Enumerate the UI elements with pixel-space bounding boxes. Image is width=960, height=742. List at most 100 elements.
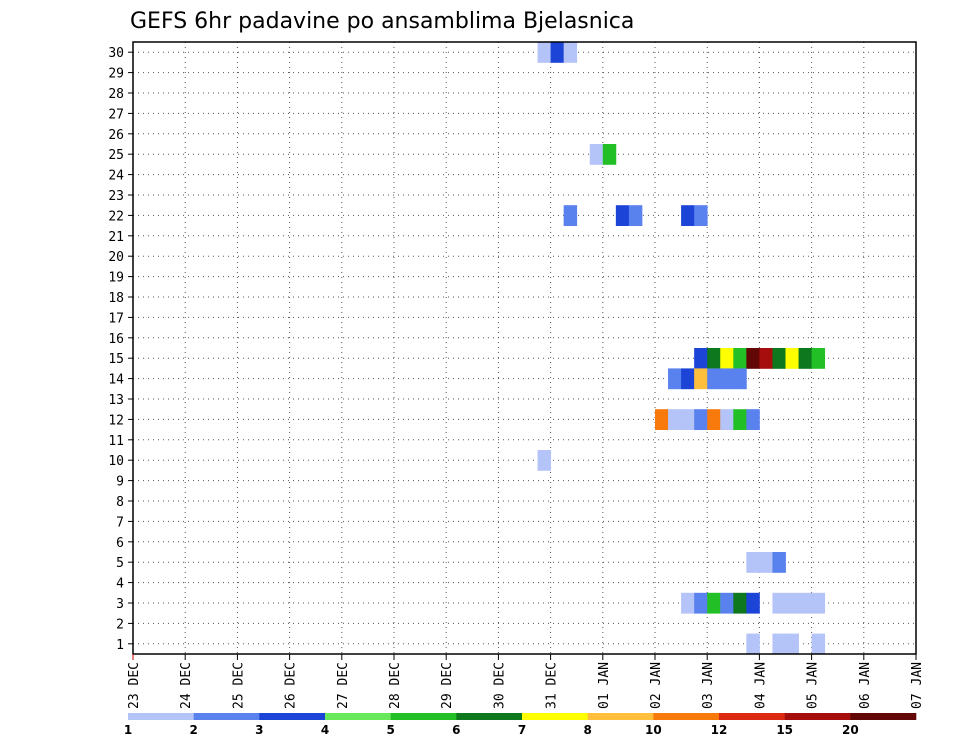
colorbar-swatch <box>850 713 917 720</box>
y-tick-label: 18 <box>108 291 124 306</box>
heatmap-cell <box>537 42 551 63</box>
colorbar-swatch <box>390 713 457 720</box>
heatmap-cell <box>746 348 760 369</box>
heatmap-cell <box>707 368 721 390</box>
y-tick-label: 22 <box>108 209 124 224</box>
y-tick-label: 24 <box>108 169 124 184</box>
y-tick-label: 29 <box>108 67 124 82</box>
heatmap-cell <box>694 368 708 390</box>
heatmap-cell <box>759 552 773 573</box>
heatmap-cell <box>681 368 695 390</box>
heatmap-cell <box>772 633 786 655</box>
x-tick-label: 27 DEC <box>336 662 351 709</box>
heatmap-cell <box>668 368 682 390</box>
heatmap-cell <box>746 592 760 614</box>
colorbar-swatch <box>653 713 720 720</box>
y-tick-label: 26 <box>108 128 124 143</box>
heatmap-cell <box>628 205 643 226</box>
heatmap-cell <box>720 409 734 430</box>
y-tick-label: 30 <box>108 46 124 61</box>
colorbar-swatch <box>259 713 326 720</box>
colorbar-swatch <box>522 713 588 720</box>
colorbar-swatch <box>784 713 851 720</box>
x-tick-label: 30 DEC <box>492 662 507 709</box>
heatmap-cell <box>772 348 786 369</box>
heatmap-cell <box>785 348 799 369</box>
y-tick-label: 9 <box>116 475 124 490</box>
x-tick-label: 24 DEC <box>179 662 194 709</box>
heatmap-cell <box>537 450 551 471</box>
heatmap-cell <box>772 552 786 573</box>
heatmap-cell <box>733 409 747 430</box>
chart-title: GEFS 6hr padavine po ansamblima Bjelasni… <box>130 9 634 34</box>
heatmap-cell <box>720 368 734 390</box>
heatmap-cell <box>707 409 721 430</box>
x-tick-label: 01 JAN <box>597 662 612 709</box>
heatmap-cell <box>772 592 786 614</box>
x-tick-label: 02 JAN <box>649 662 664 709</box>
colorbar-label: 8 <box>583 723 591 737</box>
y-tick-label: 23 <box>108 189 124 204</box>
y-tick-label: 3 <box>116 597 124 612</box>
y-tick-label: 2 <box>116 617 124 632</box>
colorbar-label: 10 <box>645 723 662 737</box>
heatmap-cell <box>563 205 578 226</box>
y-tick-label: 1 <box>116 638 124 653</box>
heatmap-cell <box>785 592 799 614</box>
colorbar-swatch <box>719 713 785 720</box>
heatmap-cell <box>589 144 604 165</box>
heatmap-cell <box>681 592 695 614</box>
x-tick-label: 03 JAN <box>701 662 716 709</box>
y-tick-label: 27 <box>108 107 124 122</box>
heatmap-cell <box>707 592 721 614</box>
x-tick-label: 26 DEC <box>284 662 299 709</box>
y-tick-label: 8 <box>116 495 124 510</box>
colorbar-swatch <box>325 713 391 720</box>
colorbar-swatch <box>193 713 260 720</box>
colorbar-swatch <box>587 713 654 720</box>
heatmap-cell <box>694 205 708 226</box>
heatmap-cell <box>668 409 682 430</box>
y-tick-label: 16 <box>108 332 124 347</box>
x-tick-label: 25 DEC <box>231 662 246 709</box>
heatmap-cell <box>694 409 708 430</box>
x-tick-label: 23 DEC <box>127 662 142 709</box>
heatmap-cell <box>733 592 747 614</box>
heatmap-cell <box>785 633 799 655</box>
colorbar-label: 15 <box>776 723 793 737</box>
y-tick-label: 7 <box>116 515 124 530</box>
colorbar-swatch <box>456 713 523 720</box>
x-tick-label: 29 DEC <box>440 662 455 709</box>
colorbar-label: 20 <box>842 723 859 737</box>
y-axis: 1234567891011121314151617181920212223242… <box>108 46 133 653</box>
heatmap-cell <box>811 348 826 369</box>
x-tick-label: 31 DEC <box>545 662 560 709</box>
heatmap-cell <box>746 552 760 573</box>
y-tick-label: 21 <box>108 230 124 245</box>
heatmap-cell <box>746 409 760 430</box>
x-tick-label: 06 JAN <box>858 662 873 709</box>
x-tick-label: 04 JAN <box>753 662 768 709</box>
heatmap-cell <box>602 144 617 165</box>
colorbar-label: 6 <box>452 723 460 737</box>
colorbar-label: 1 <box>124 723 132 737</box>
y-tick-label: 13 <box>108 393 124 408</box>
heatmap-cell <box>733 348 747 369</box>
heatmap-cell <box>655 409 669 430</box>
heatmap-cell <box>746 633 760 655</box>
heatmap-cell <box>694 592 708 614</box>
heatmap-cell <box>811 592 826 614</box>
heatmap-cell <box>811 633 826 655</box>
grid-lines <box>133 42 916 654</box>
y-tick-label: 6 <box>116 536 124 551</box>
heatmap-cell <box>798 348 812 369</box>
colorbar-legend: 1 2 3 4 5 6 7 8 10 12 15 20 <box>124 713 917 737</box>
heatmap-cell <box>681 409 695 430</box>
heatmap-cell <box>733 368 747 390</box>
y-tick-label: 19 <box>108 271 124 286</box>
y-tick-label: 4 <box>116 577 124 592</box>
x-axis: 23 DEC 24 DEC 25 DEC 26 DEC 27 DEC 28 DEC 29 D… <box>127 654 925 709</box>
heatmap-cell <box>720 348 734 369</box>
y-tick-label: 5 <box>116 556 124 571</box>
